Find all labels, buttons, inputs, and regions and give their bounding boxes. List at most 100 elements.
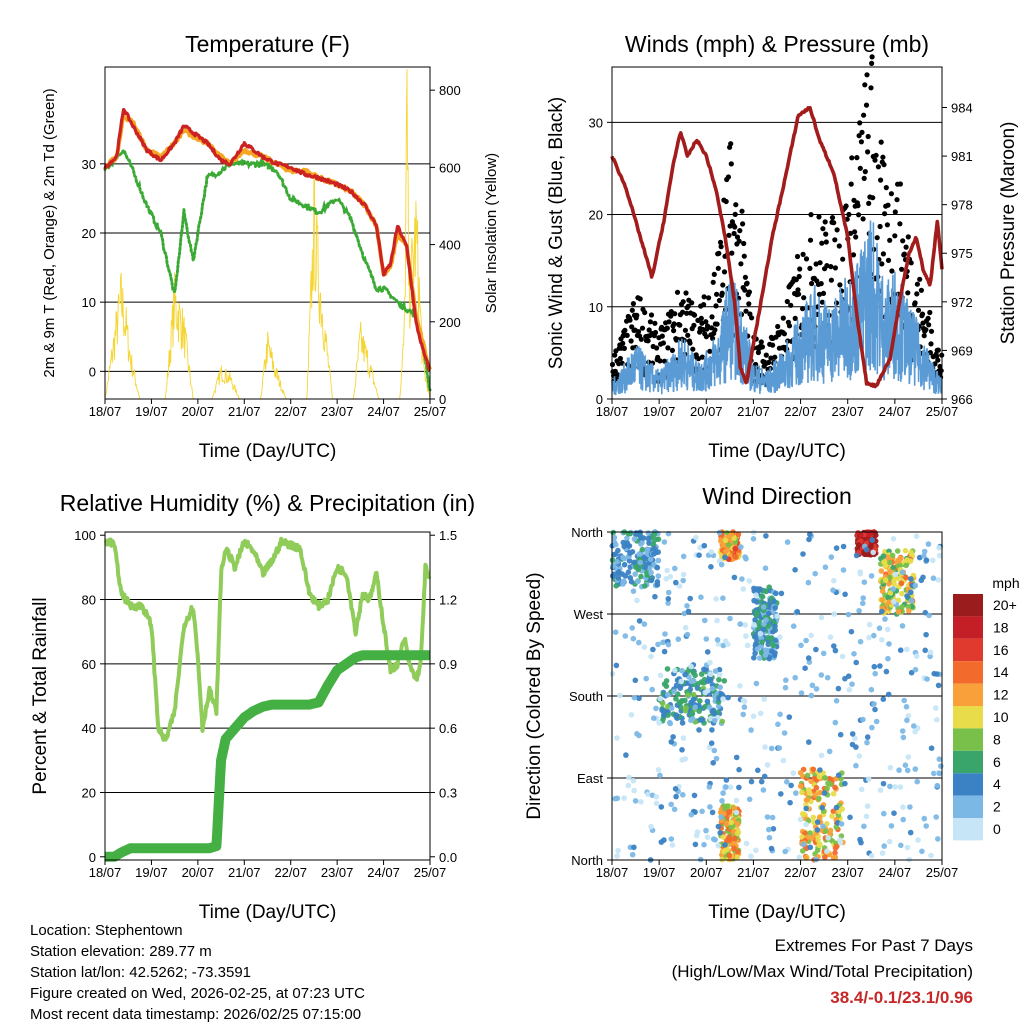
direction-point: [663, 576, 669, 582]
direction-point: [883, 668, 890, 675]
direction-point: [775, 721, 781, 728]
direction-point: [653, 800, 660, 807]
direction-point: [772, 650, 778, 656]
direction-point: [708, 740, 715, 746]
direction-point: [821, 790, 828, 796]
direction-point: [701, 841, 707, 848]
direction-point: [668, 705, 675, 711]
direction-point: [835, 685, 842, 692]
gust-point: [926, 322, 932, 328]
direction-point: [842, 591, 848, 598]
direction-point: [873, 718, 880, 725]
direction-point: [668, 836, 675, 842]
gust-point: [768, 355, 774, 361]
direction-point: [629, 625, 635, 631]
direction-point: [716, 676, 722, 683]
x-tick-label: 19/07: [135, 404, 168, 419]
direction-point: [679, 720, 686, 726]
direction-point: [857, 570, 864, 577]
direction-point: [726, 542, 732, 548]
direction-point: [869, 537, 875, 543]
direction-point: [891, 810, 897, 816]
gust-point: [682, 327, 689, 333]
direction-point: [752, 634, 758, 640]
direction-point: [761, 773, 768, 780]
direction-point: [671, 806, 678, 813]
direction-point: [752, 617, 758, 623]
direction-point: [814, 827, 821, 833]
gust-point: [899, 266, 905, 272]
direction-point: [620, 578, 627, 584]
direction-point: [831, 643, 837, 649]
direction-point: [839, 653, 846, 660]
gust-point: [875, 164, 882, 170]
direction-point: [915, 837, 921, 843]
solar-insolation-line: [104, 69, 431, 400]
direction-point: [735, 531, 742, 538]
direction-point: [676, 583, 683, 589]
direction-point: [685, 692, 691, 698]
gust-point: [863, 102, 870, 108]
direction-point: [626, 774, 632, 781]
direction-point: [822, 775, 828, 781]
gust-point: [711, 271, 717, 277]
gust-point: [617, 355, 624, 362]
direction-point: [851, 651, 857, 657]
direction-point: [636, 639, 642, 646]
direction-point: [751, 655, 757, 661]
gust-point: [718, 244, 724, 250]
direction-point: [623, 752, 629, 758]
direction-point: [848, 628, 855, 635]
direction-point: [706, 704, 713, 711]
direction-point: [628, 712, 635, 718]
direction-point: [615, 847, 621, 854]
x-tick-label: 20/07: [690, 404, 723, 419]
direction-point: [887, 568, 893, 575]
direction-point: [831, 611, 837, 617]
direction-point: [659, 700, 666, 707]
direction-point: [930, 575, 937, 581]
gust-point: [775, 323, 781, 330]
direction-point: [861, 551, 868, 558]
gust-point: [855, 203, 861, 209]
direction-point: [881, 810, 887, 817]
y-tick-label: 100: [74, 528, 96, 543]
direction-point: [753, 680, 760, 687]
direction-point: [743, 840, 750, 847]
extremes-subtitle: (High/Low/Max Wind/Total Precipitation): [671, 962, 973, 981]
direction-point: [912, 766, 919, 772]
direction-point: [705, 678, 711, 684]
direction-point: [633, 564, 639, 570]
direction-point: [885, 691, 892, 698]
direction-point: [768, 845, 775, 852]
gust-point: [905, 290, 911, 296]
direction-point: [627, 575, 634, 581]
direction-point: [613, 662, 620, 669]
gust-point: [801, 295, 807, 301]
legend-label: 4: [993, 776, 1001, 792]
direction-point: [803, 637, 809, 644]
gust-point: [685, 332, 691, 338]
direction-point: [677, 685, 683, 691]
gust-point: [677, 322, 683, 328]
precipitation-line: [100, 650, 435, 862]
legend-swatch: [953, 706, 983, 729]
gust-point: [925, 315, 931, 321]
direction-point: [871, 701, 877, 707]
gust-point: [674, 289, 681, 295]
direction-point: [765, 623, 771, 629]
x-tick-label: 21/07: [228, 865, 261, 880]
y-tick-label: 30: [82, 157, 96, 172]
direction-point: [904, 557, 910, 563]
station-location: Location: Stephentown: [30, 922, 183, 939]
direction-point: [814, 819, 821, 825]
legend-label: 10: [993, 709, 1009, 725]
direction-point: [636, 695, 642, 702]
direction-point: [631, 559, 637, 566]
direction-point: [923, 631, 929, 638]
direction-point: [672, 565, 678, 572]
direction-point: [612, 795, 618, 802]
legend-label: 16: [993, 642, 1009, 658]
y-tick-label: North: [571, 853, 603, 868]
gust-point: [883, 185, 889, 191]
